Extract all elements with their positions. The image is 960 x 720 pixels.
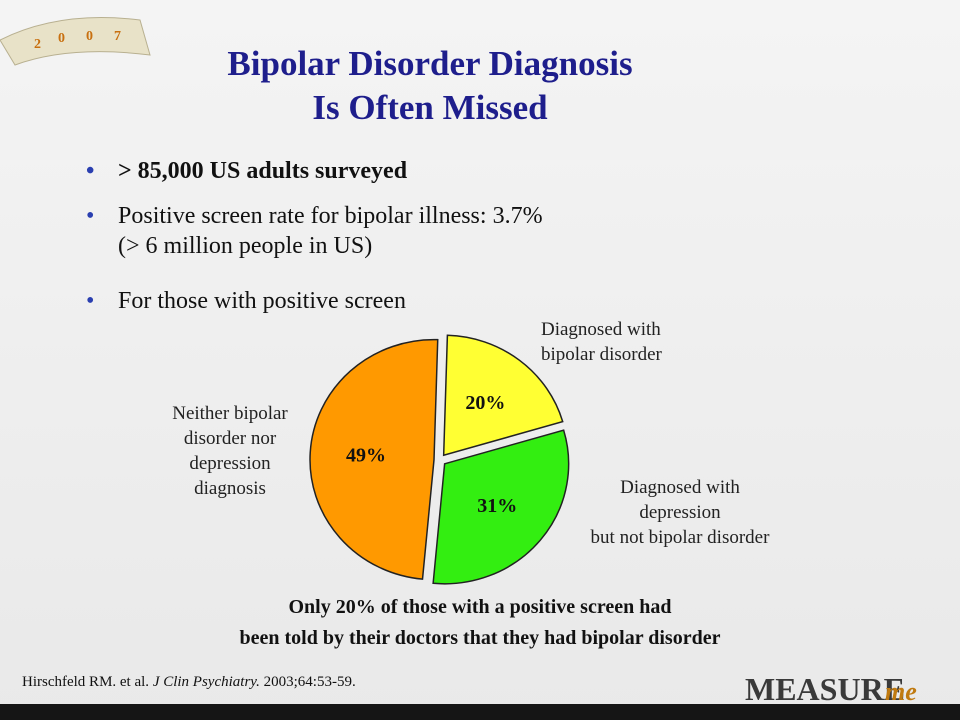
caption: been told by their doctors that they had… (239, 627, 721, 649)
bullet: > 85,000 US adults surveyed (86, 156, 407, 186)
value-label: 31% (477, 495, 517, 517)
bottom-bar (0, 704, 960, 720)
slice-label: Diagnosed with bipolar disorder (541, 319, 662, 365)
value-label: 20% (465, 392, 505, 414)
tape-digit: 7 (114, 29, 121, 44)
pie-slice (309, 338, 439, 580)
title: Bipolar Disorder Diagnosis (227, 44, 633, 83)
value-label: 49% (346, 445, 386, 467)
footnote-journal: J Clin Psychiatry. (152, 674, 260, 690)
slice-label: Diagnosed with depression but not bipola… (590, 477, 770, 548)
pie: 20% 31% 49% (309, 334, 570, 585)
tape-digit: 2 (34, 37, 41, 52)
pie-slice (442, 334, 564, 457)
logo-text: me (885, 677, 917, 706)
footnote-text: Hirschfeld RM. et al. (22, 674, 153, 690)
tape-digit: 0 (58, 31, 65, 46)
bullet: For those with positive screen (86, 286, 406, 316)
logo-text: MEASURE (745, 671, 905, 707)
bullet-text: For those with positive screen (118, 288, 406, 314)
pie-slice (432, 429, 570, 585)
title: Is Often Missed (312, 88, 548, 127)
bullet-text: Positive screen rate for bipolar illness… (118, 203, 543, 259)
bullet-text: > 85,000 US adults surveyed (118, 158, 408, 184)
tape-digit: 0 (86, 29, 93, 44)
caption: Only 20% of those with a positive screen… (288, 596, 672, 618)
tape-measure (0, 17, 151, 66)
bullet: Positive screen rate for bipolar illness… (86, 201, 543, 261)
footnote: Hirschfeld RM. et al. J Clin Psychiatry.… (22, 674, 356, 691)
footnote-text: 2003;64:53-59. (259, 674, 356, 690)
slice-label: Neither bipolar disorder nor depression … (172, 403, 288, 499)
